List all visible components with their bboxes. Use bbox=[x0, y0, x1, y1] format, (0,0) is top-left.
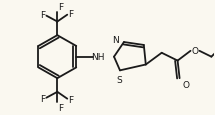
Text: F: F bbox=[40, 11, 45, 20]
Text: NH: NH bbox=[91, 53, 105, 62]
Text: N: N bbox=[112, 35, 119, 44]
Text: O: O bbox=[183, 80, 190, 89]
Text: F: F bbox=[68, 95, 73, 104]
Text: S: S bbox=[116, 76, 122, 85]
Text: F: F bbox=[58, 103, 63, 112]
Text: O: O bbox=[192, 47, 199, 56]
Text: F: F bbox=[40, 94, 45, 103]
Text: F: F bbox=[68, 10, 73, 19]
Text: F: F bbox=[58, 3, 63, 12]
